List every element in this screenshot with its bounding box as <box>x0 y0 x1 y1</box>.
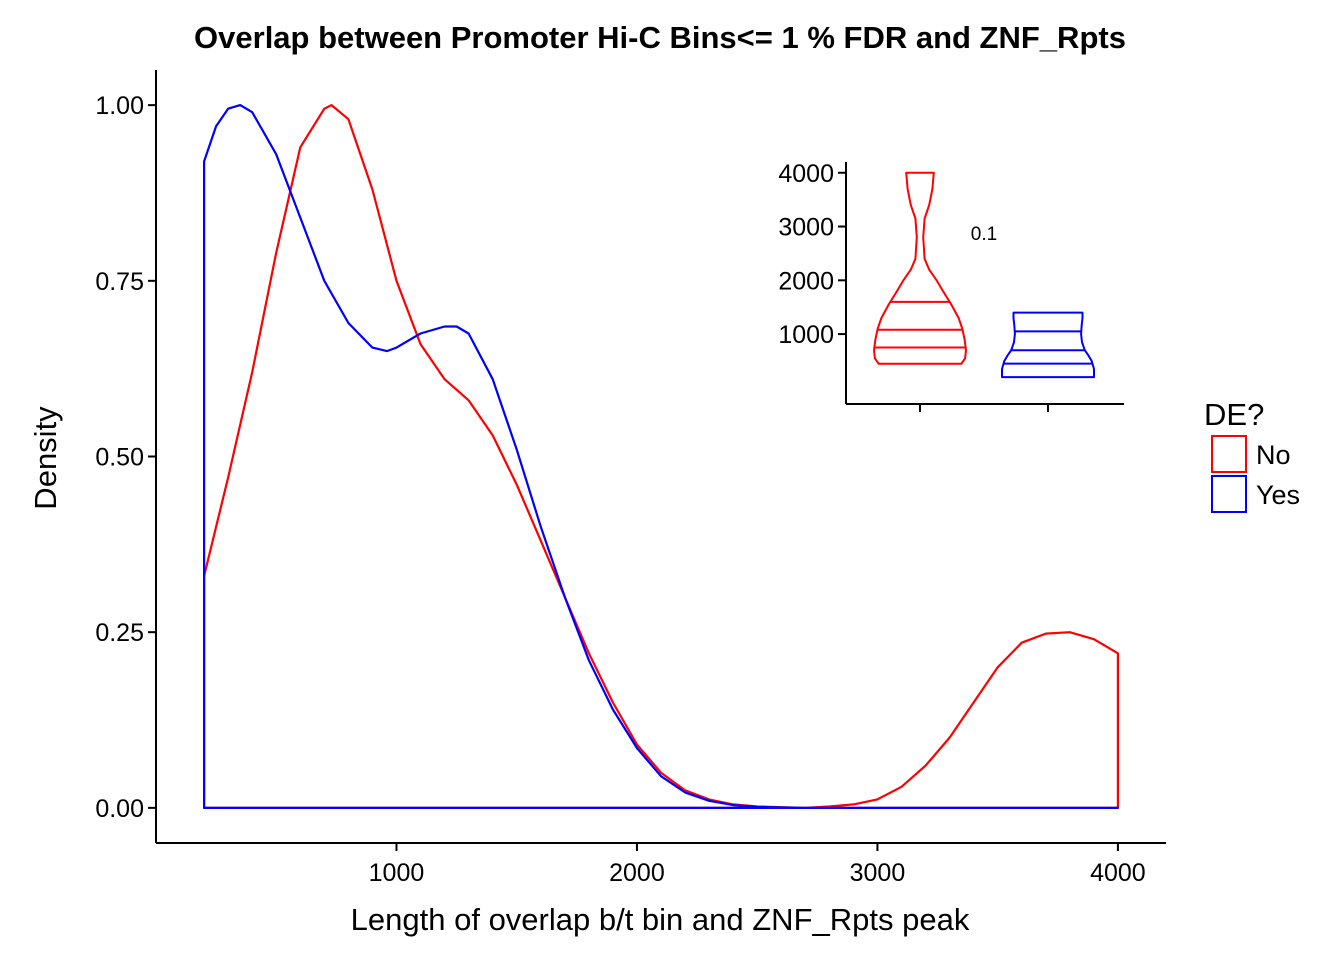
violin-no <box>873 171 967 365</box>
density-curve-yes <box>203 104 1119 809</box>
violin-inset: 1000 2000 3000 4000 0.1 <box>778 160 1124 412</box>
legend-swatch-yes <box>1211 475 1247 513</box>
x-tick-label: 2000 <box>609 859 665 887</box>
inset-y-tick-label: 1000 <box>778 321 834 349</box>
legend-label-no: No <box>1256 440 1291 470</box>
density-curve-no <box>203 104 1119 809</box>
y-tick-label: 0.75 <box>95 268 144 296</box>
inset-y-tick-label: 4000 <box>778 160 834 188</box>
inset-y-tick-label: 3000 <box>778 214 834 242</box>
x-axis-title: Length of overlap b/t bin and ZNF_Rpts p… <box>351 902 970 937</box>
density-curves <box>203 104 1119 809</box>
x-tick-label: 3000 <box>850 859 906 887</box>
y-axis-title: Density <box>28 406 63 510</box>
density-plot: 0.00 0.25 0.50 0.75 1.00 1000 2000 3000 4000 Le… <box>28 70 1166 937</box>
chart-title: Overlap between Promoter Hi-C Bins<= 1 %… <box>194 20 1126 55</box>
legend: DE? No Yes <box>1204 397 1300 513</box>
legend-entries: No Yes <box>1211 435 1300 513</box>
y-tick-label: 1.00 <box>95 92 144 120</box>
y-axis-ticks: 0.00 0.25 0.50 0.75 1.00 <box>95 92 156 823</box>
violins <box>873 171 1095 379</box>
inset-y-tick-label: 2000 <box>778 267 834 295</box>
y-tick-label: 0.00 <box>95 795 144 823</box>
x-tick-label: 1000 <box>369 859 425 887</box>
legend-title: DE? <box>1204 397 1264 432</box>
legend-swatch-no <box>1211 435 1247 473</box>
p-value-annotation: 0.1 <box>971 224 997 245</box>
violin-yes <box>1001 311 1095 379</box>
x-axis-ticks: 1000 2000 3000 4000 <box>369 843 1146 887</box>
inset-y-axis-ticks: 1000 2000 3000 4000 <box>778 160 846 349</box>
y-tick-label: 0.50 <box>95 444 144 472</box>
x-tick-label: 4000 <box>1090 859 1146 887</box>
y-tick-label: 0.25 <box>95 619 144 647</box>
legend-label-yes: Yes <box>1256 480 1300 510</box>
